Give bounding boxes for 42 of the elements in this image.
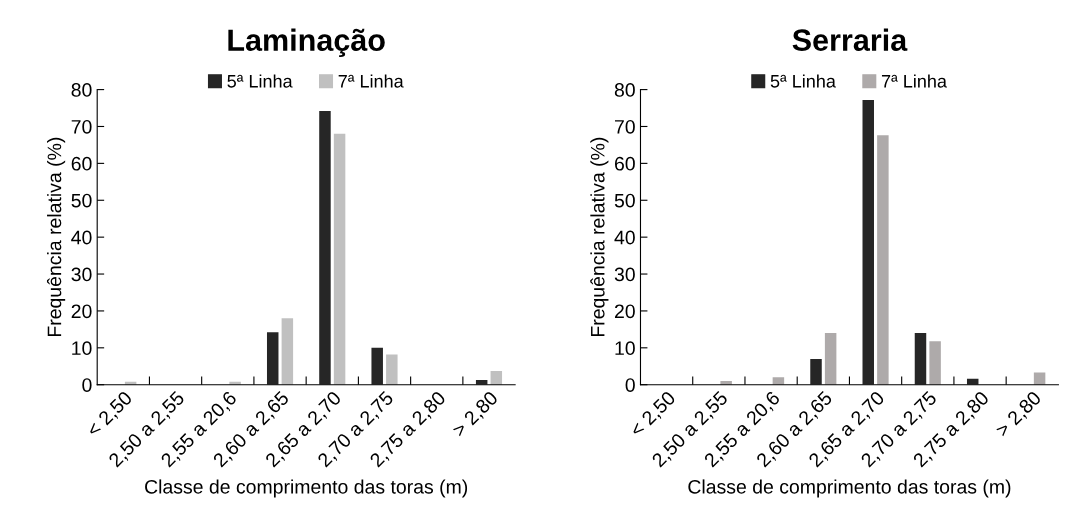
bar — [824, 333, 837, 385]
bar — [810, 358, 822, 385]
y-tick-label: 20 — [71, 304, 92, 319]
y-tick-label: 0 — [625, 378, 635, 392]
bar — [266, 332, 279, 385]
y-tick-label: 0 — [82, 378, 92, 392]
legend-label: 7ª Linha — [338, 74, 404, 88]
y-tick-label: 80 — [71, 83, 92, 97]
y-tick-label: 30 — [614, 267, 635, 282]
y-tick-label: 40 — [614, 230, 635, 245]
bar — [914, 333, 927, 385]
bar — [929, 341, 941, 385]
bar — [877, 135, 889, 385]
bar — [862, 99, 874, 385]
y-tick-label: 40 — [71, 230, 92, 245]
y-axis-title: Frequência relativa (%) — [46, 137, 66, 337]
y-tick-label: 30 — [71, 267, 92, 282]
y-tick-label: 80 — [614, 83, 635, 97]
legend-label: 5ª Linha — [770, 74, 836, 88]
bar — [772, 377, 785, 385]
chart-title: Serraria — [792, 28, 908, 51]
y-tick-label: 50 — [71, 193, 92, 208]
y-tick-label: 70 — [71, 119, 92, 134]
legend-label: 7ª Linha — [881, 74, 947, 88]
y-axis-title: Frequência relativa (%) — [590, 137, 609, 337]
bar — [371, 347, 383, 385]
y-tick-label: 70 — [615, 119, 635, 134]
y-tick-label: 60 — [71, 156, 92, 171]
y-tick-label: 60 — [614, 156, 635, 171]
bar — [490, 371, 503, 385]
y-tick-label: 10 — [615, 341, 635, 356]
y-tick-label: 50 — [614, 193, 635, 208]
y-tick-label: 20 — [614, 304, 635, 319]
legend-label: 5ª Linha — [227, 74, 293, 88]
bar — [333, 133, 346, 385]
bar — [281, 318, 294, 385]
x-axis-title: Classe de comprimento das toras (m) — [145, 479, 468, 498]
chart-title: Laminação — [228, 28, 385, 58]
bar — [319, 110, 331, 385]
y-tick-label: 10 — [72, 341, 92, 356]
x-axis-title: Classe de comprimento das toras (m) — [688, 479, 1011, 498]
bar — [386, 354, 398, 385]
